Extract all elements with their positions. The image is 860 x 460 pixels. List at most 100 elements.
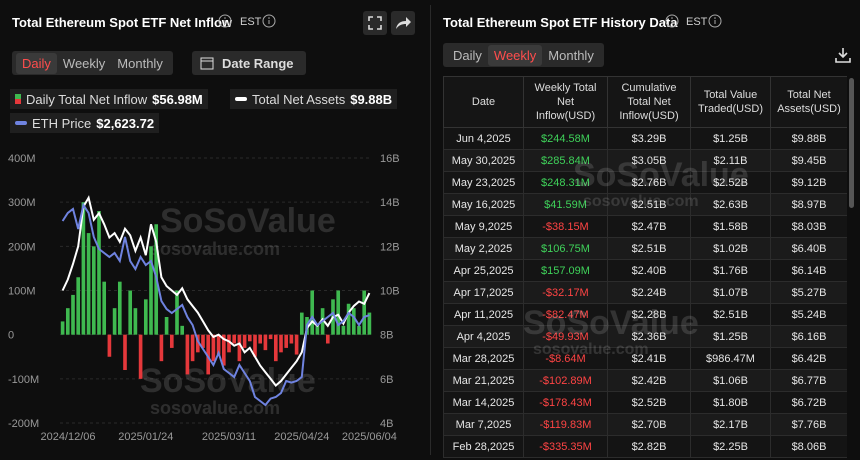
tab[interactable]: Monthly [117,55,163,71]
tab[interactable]: Weekly [62,55,106,71]
table-cell: $6.40B [770,237,847,260]
table-row: Mar 14,2025 -$178.43M $2.52B $1.80B $6.72B [443,391,847,414]
bar [169,334,174,348]
table-cell: $2.76B [607,171,691,194]
bar [367,312,372,335]
table-cell: $6.16B [770,325,847,348]
table-cell: $2.82B [607,435,691,458]
share-button[interactable] [391,11,415,35]
table-cell: May 30,2025 [443,149,524,172]
table-cell: $1.25B [690,325,771,348]
table-cell: May 23,2025 [443,171,524,194]
table-cell: $8.06B [770,435,847,458]
download-button[interactable] [834,46,852,64]
table-cell: $1.07B [690,281,771,304]
y-tick-label: 400M [8,153,36,165]
table-cell: $5.24B [770,303,847,326]
bar [190,334,195,362]
table-cell: $157.09M [523,259,608,282]
table-row: Mar 28,2025 -$8.64M $2.41B $986.47M $6.42B [443,347,847,370]
fullscreen-button[interactable] [363,11,387,35]
table-cell: $3.05B [607,149,691,172]
table-cell: Apr 4,2025 [443,325,524,348]
table-cell: $986.47M [690,347,771,370]
table-cell: -$49.93M [523,325,608,348]
table-row: May 9,2025 -$38.15M $2.47B $1.58B $8.03B [443,215,847,238]
column-header: Total Value Traded(USD) [690,76,771,128]
table-cell: $6.72B [770,391,847,414]
table-cell: $2.25B [690,435,771,458]
bar [216,334,221,355]
info-icon[interactable] [262,14,276,28]
table-container: Date Weekly Total Net Inflow(USD) Cumulati… [443,76,847,460]
bar [315,325,320,335]
y2-tick-label: 16B [380,153,400,165]
table-cell: $248.31M [523,171,608,194]
table-cell: -$8.64M [523,347,608,370]
table-cell: $2.70B [607,413,691,436]
y-tick-label: 200M [8,241,36,253]
table-cell: $2.40B [607,259,691,282]
bar [206,334,211,375]
bar [268,334,273,340]
table-row: Mar 21,2025 -$102.89M $2.42B $1.06B $6.77B [443,369,847,392]
bar [247,334,252,342]
bar [60,321,65,335]
bar [159,334,164,362]
bar [227,334,231,353]
bar [117,281,122,335]
tab[interactable]: Daily [16,52,57,74]
y2-tick-label: 10B [380,286,400,298]
table-cell: $2.41B [607,347,691,370]
table-cell: $2.28B [607,303,691,326]
table-cell: $2.51B [607,237,691,260]
table-body: Jun 4,2025 $244.58M $3.29B $1.25B $9.88B May … [443,127,847,458]
watermark-url: sosovalue.com [150,239,280,259]
table-cell: $2.51B [690,303,771,326]
legend-label: Daily Total Net Inflow [26,91,148,107]
timezone: EST [240,16,262,28]
scrollbar[interactable] [849,78,854,208]
column-header: Cumulative Total Net Inflow(USD) [607,76,691,128]
bar [149,246,153,335]
table-cell: $2.36B [607,325,691,348]
bar [341,325,346,335]
bar [294,334,299,355]
table-cell: Mar 21,2025 [443,369,524,392]
column-header: Weekly Total Net Inflow(USD) [523,76,608,128]
bar [273,334,278,362]
table-row: May 16,2025 $41.59M $2.51B $2.63B $8.97B [443,193,847,216]
legend-item[interactable]: Total Net Assets $9.88B [230,89,398,109]
divider [430,5,431,455]
bar [351,308,356,335]
bar [232,334,237,344]
table-cell: $2.17B [690,413,771,436]
bar [237,334,242,362]
bar [138,334,143,379]
table-cell: $1.80B [690,391,771,414]
x-tick-label: 2024/12/06 [40,431,95,443]
bar [164,317,169,335]
bar [128,290,133,335]
legend-item[interactable]: ETH Price $2,623.72 [10,113,160,133]
bar [195,334,200,353]
tab[interactable]: Daily [453,47,482,63]
info-icon[interactable] [218,14,232,28]
bar [175,290,179,335]
date-range-button[interactable]: Date Range [192,51,306,75]
tab[interactable]: Weekly [487,44,543,66]
tab[interactable]: Monthly [548,47,594,63]
bar [357,325,361,335]
bar [97,211,101,335]
watermark: SoSoValue [160,202,336,240]
legend-item[interactable]: Daily Total Net Inflow $56.98M [10,89,208,109]
table-cell: $41.59M [523,193,608,216]
info-icon[interactable] [708,14,722,28]
bar [81,202,86,335]
bar [362,290,367,335]
info-icon[interactable] [665,14,679,28]
bar [201,334,205,348]
table-cell: $6.77B [770,369,847,392]
bar [346,303,351,335]
y2-tick-label: 14B [380,197,400,209]
